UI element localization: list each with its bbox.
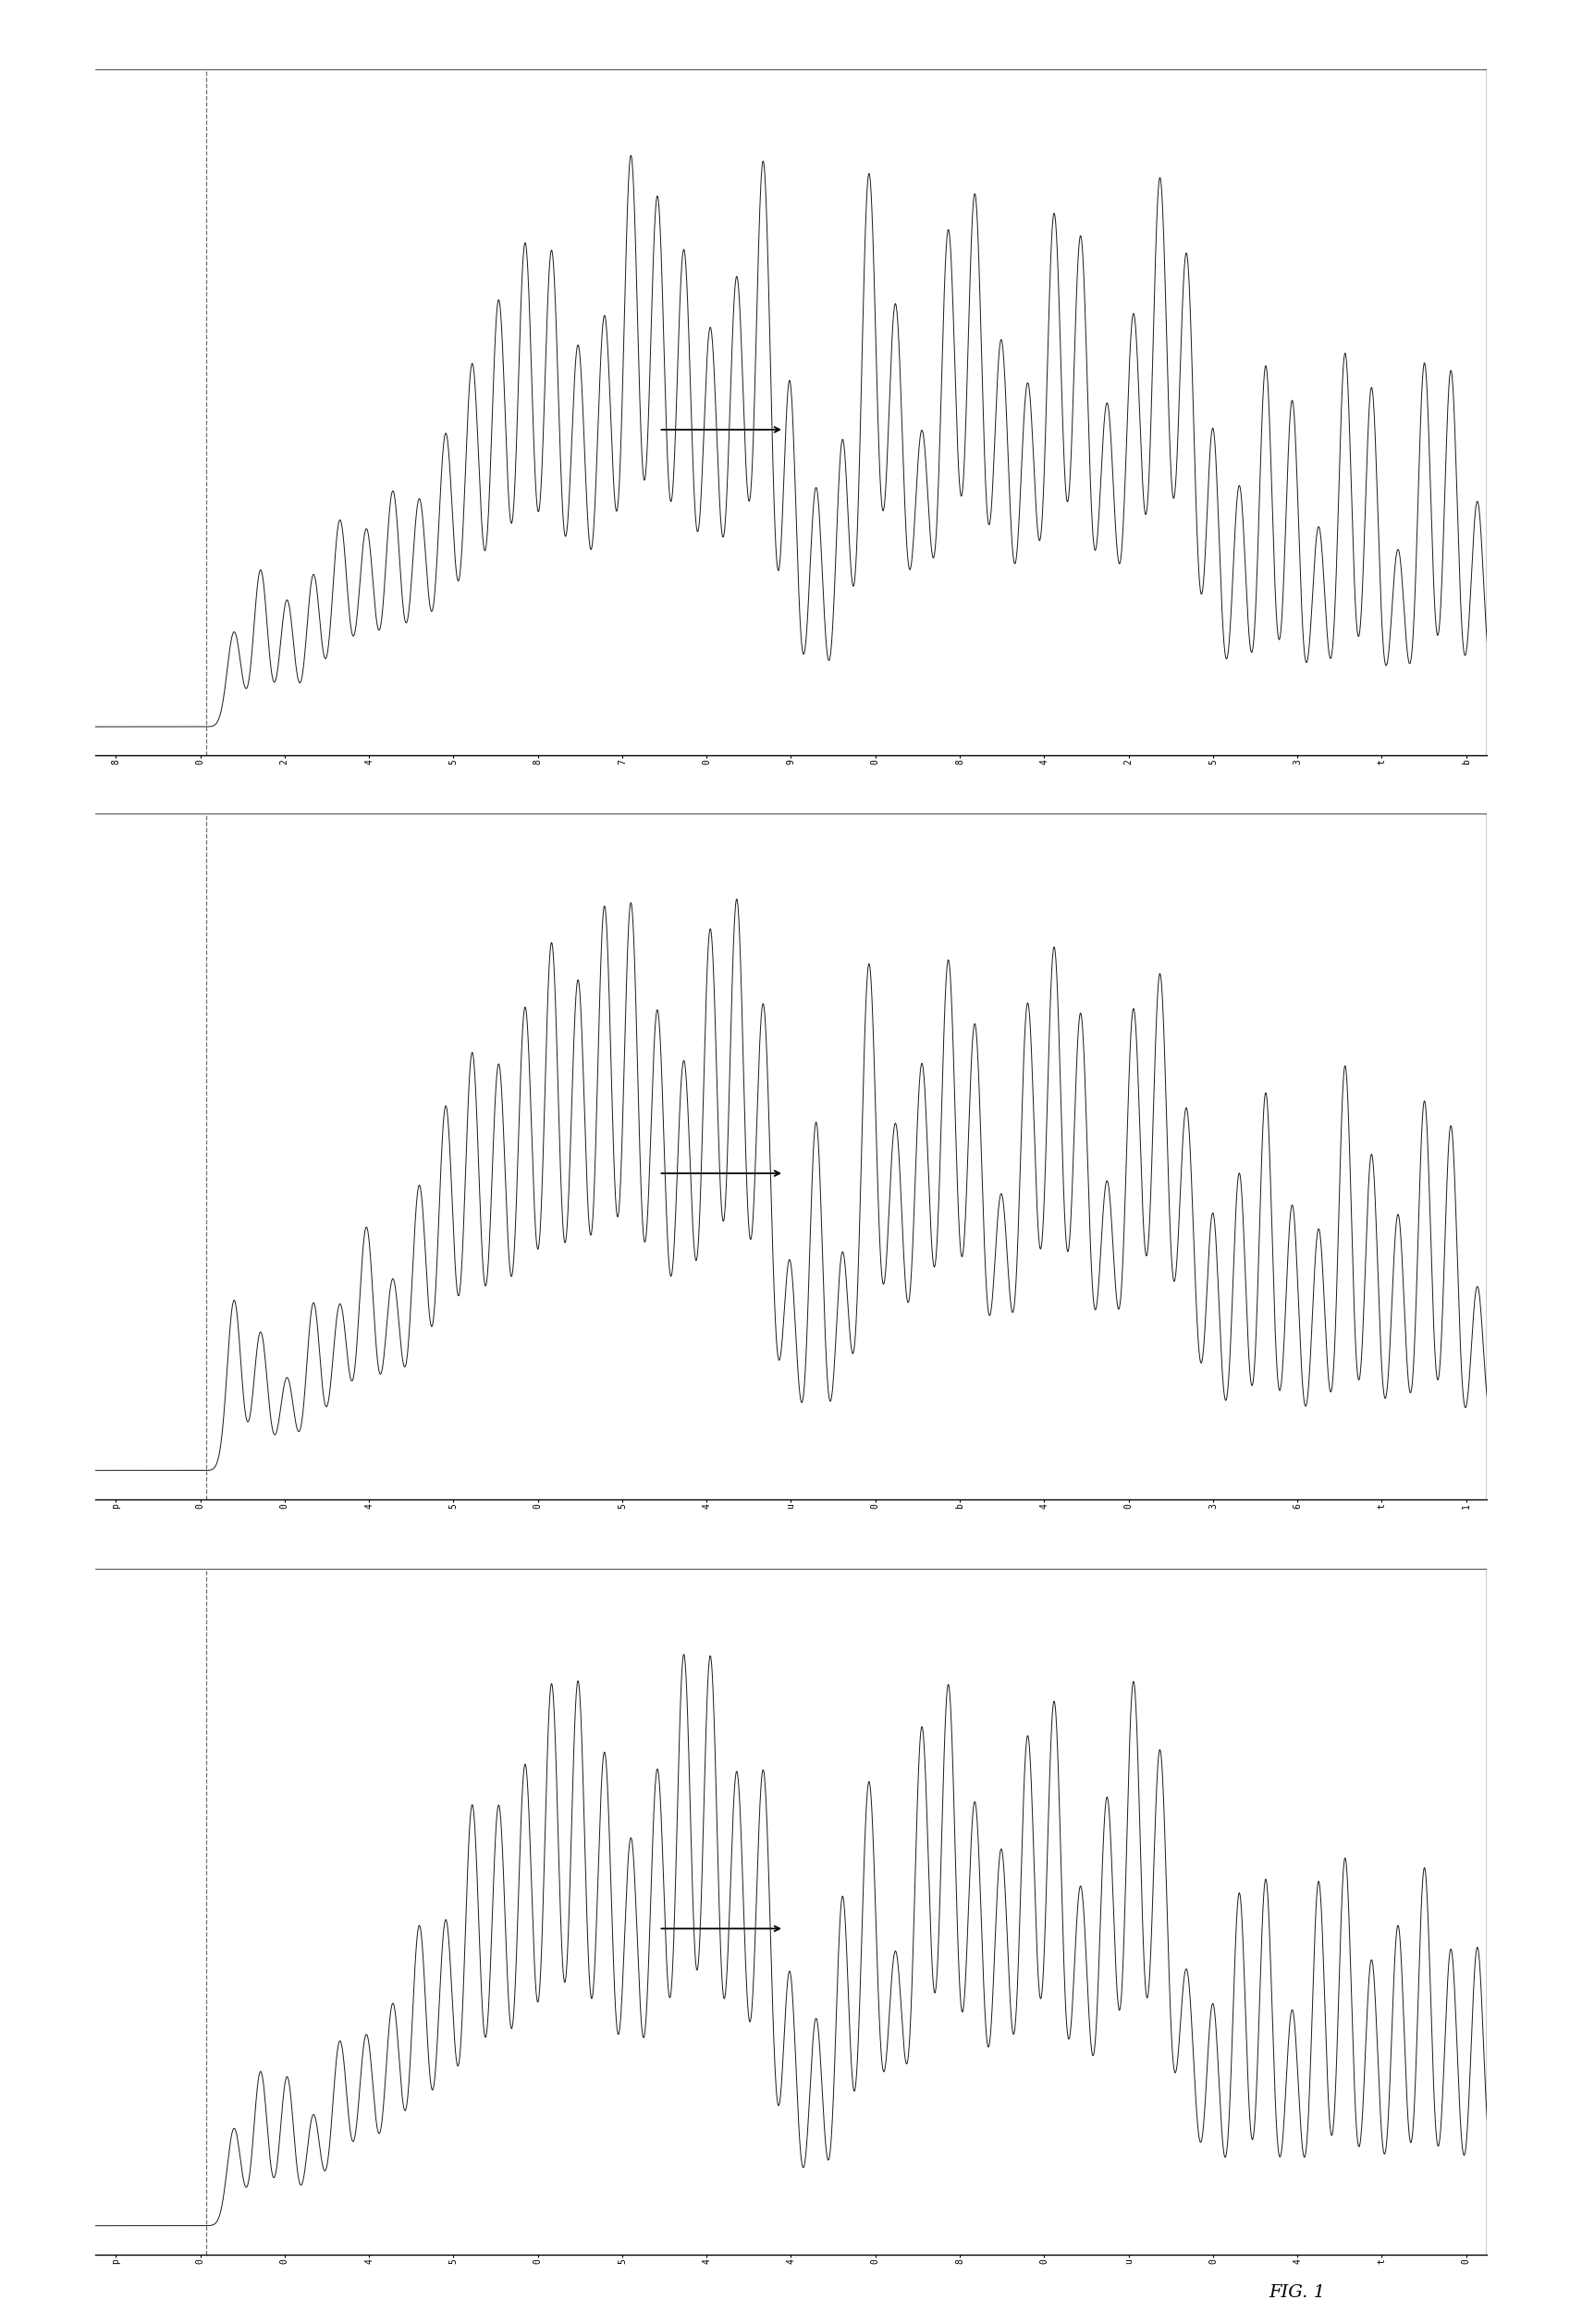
Text: FIG. 1: FIG. 1: [1269, 2284, 1326, 2301]
